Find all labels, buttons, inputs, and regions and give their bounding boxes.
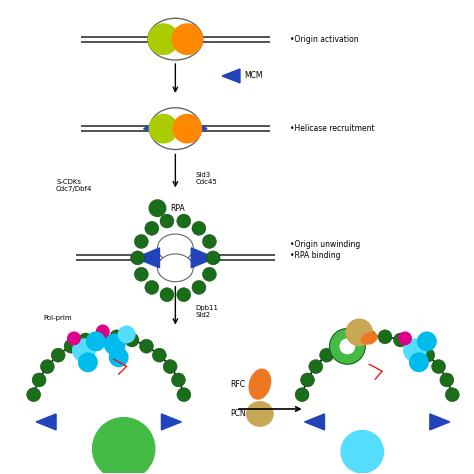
Circle shape xyxy=(147,23,179,55)
Circle shape xyxy=(177,288,191,301)
Circle shape xyxy=(64,339,78,353)
Polygon shape xyxy=(144,120,165,137)
Circle shape xyxy=(160,288,174,301)
Circle shape xyxy=(309,360,323,374)
Circle shape xyxy=(96,325,110,338)
Circle shape xyxy=(339,338,356,354)
Circle shape xyxy=(160,214,174,228)
Circle shape xyxy=(177,214,191,228)
Circle shape xyxy=(27,388,41,401)
Text: •Origin unwinding
•RPA binding: •Origin unwinding •RPA binding xyxy=(290,240,360,260)
Circle shape xyxy=(192,281,206,294)
Circle shape xyxy=(409,352,429,372)
Circle shape xyxy=(104,333,126,356)
Text: •Helicase recruitment: •Helicase recruitment xyxy=(290,124,374,133)
Ellipse shape xyxy=(149,108,201,149)
Circle shape xyxy=(94,330,108,344)
Text: RPA: RPA xyxy=(170,204,185,213)
Polygon shape xyxy=(185,120,207,137)
Circle shape xyxy=(378,330,392,344)
Circle shape xyxy=(40,360,55,374)
Polygon shape xyxy=(136,248,159,268)
Circle shape xyxy=(67,331,81,346)
Text: Dpb11
Sld2: Dpb11 Sld2 xyxy=(195,305,218,318)
Circle shape xyxy=(78,352,98,372)
Circle shape xyxy=(440,373,454,387)
Circle shape xyxy=(340,430,384,474)
Circle shape xyxy=(109,330,124,344)
Circle shape xyxy=(163,360,177,374)
Circle shape xyxy=(177,388,191,401)
Circle shape xyxy=(148,114,178,144)
Ellipse shape xyxy=(148,18,203,60)
Circle shape xyxy=(145,281,159,294)
Circle shape xyxy=(172,23,203,55)
Polygon shape xyxy=(430,414,450,430)
Circle shape xyxy=(421,348,435,362)
Polygon shape xyxy=(191,248,215,268)
Text: MCM: MCM xyxy=(244,72,263,81)
Text: S-CDKs
Cdc7/Dbf4: S-CDKs Cdc7/Dbf4 xyxy=(56,179,92,192)
Circle shape xyxy=(393,333,407,347)
Circle shape xyxy=(295,388,309,401)
Circle shape xyxy=(347,333,361,347)
Circle shape xyxy=(79,333,92,347)
Circle shape xyxy=(134,267,148,281)
Circle shape xyxy=(51,348,65,362)
Circle shape xyxy=(125,333,139,347)
Circle shape xyxy=(172,373,185,387)
Circle shape xyxy=(145,221,159,235)
Ellipse shape xyxy=(157,254,193,282)
Polygon shape xyxy=(222,69,240,83)
Circle shape xyxy=(131,251,145,265)
Polygon shape xyxy=(162,414,182,430)
Circle shape xyxy=(118,326,136,343)
Circle shape xyxy=(202,267,216,281)
Circle shape xyxy=(319,348,334,362)
Circle shape xyxy=(148,199,166,217)
Text: Pol-prim: Pol-prim xyxy=(43,315,72,320)
Circle shape xyxy=(139,339,154,353)
Circle shape xyxy=(301,373,314,387)
Circle shape xyxy=(109,347,128,367)
Circle shape xyxy=(86,331,106,351)
Circle shape xyxy=(346,319,373,346)
Circle shape xyxy=(329,328,365,364)
Circle shape xyxy=(92,417,155,474)
Circle shape xyxy=(333,339,346,353)
Circle shape xyxy=(192,221,206,235)
Text: Sld3
Cdc45: Sld3 Cdc45 xyxy=(195,172,217,185)
Circle shape xyxy=(173,114,202,144)
Ellipse shape xyxy=(248,368,271,400)
Ellipse shape xyxy=(246,401,274,427)
Circle shape xyxy=(32,373,46,387)
Text: PCNA: PCNA xyxy=(230,410,251,419)
Circle shape xyxy=(152,348,166,362)
Circle shape xyxy=(206,251,220,265)
Circle shape xyxy=(362,330,376,344)
Circle shape xyxy=(408,339,422,353)
Circle shape xyxy=(398,331,412,346)
Circle shape xyxy=(202,235,216,248)
Ellipse shape xyxy=(361,332,378,345)
Text: RFC: RFC xyxy=(230,380,245,389)
Circle shape xyxy=(445,388,459,401)
Circle shape xyxy=(403,338,427,362)
Circle shape xyxy=(417,331,437,351)
Polygon shape xyxy=(305,414,325,430)
Ellipse shape xyxy=(157,234,193,262)
Circle shape xyxy=(432,360,446,374)
Text: •Origin activation: •Origin activation xyxy=(290,35,358,44)
Circle shape xyxy=(72,338,96,362)
Polygon shape xyxy=(36,414,56,430)
Circle shape xyxy=(134,235,148,248)
